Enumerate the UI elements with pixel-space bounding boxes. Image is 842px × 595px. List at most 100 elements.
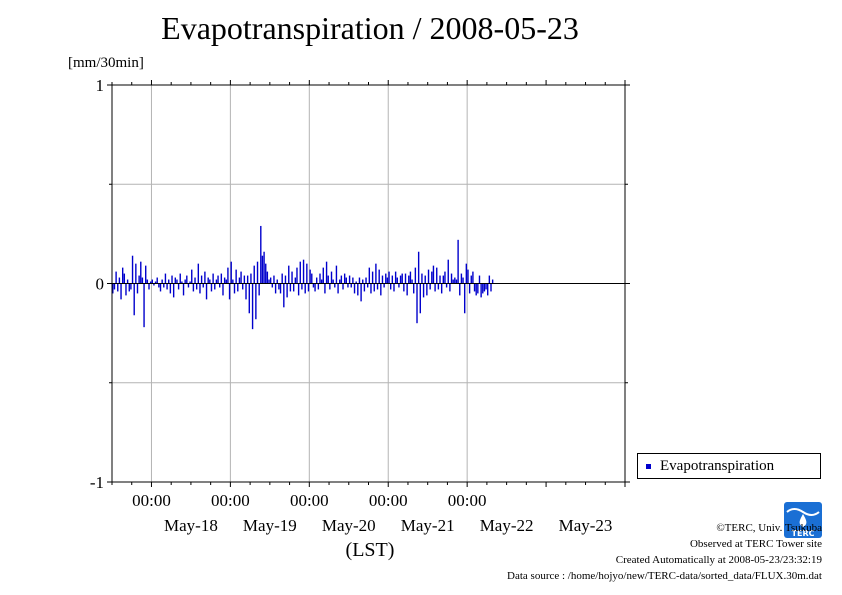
bar [141,277,144,284]
bar [442,275,445,284]
bar [342,283,344,290]
bar [398,283,400,288]
bar [362,279,364,284]
created-text: Created Automatically at 2008-05-23/23:3… [615,554,822,566]
bar [186,275,188,284]
bar [491,279,494,284]
bar [136,283,139,294]
bar [177,283,180,290]
bar [390,283,392,290]
bar [429,283,431,290]
bar [205,283,208,300]
bar [330,271,333,284]
bar [168,279,170,284]
chart-title: Evapotranspiration / 2008-05-23 [161,10,579,46]
bar [151,279,153,284]
bar [386,277,389,284]
bar [159,283,162,292]
bar [197,263,200,284]
bar [399,275,402,284]
bar [345,277,347,284]
bar [317,283,320,290]
bar [355,281,357,284]
bar [289,283,292,292]
bar [309,269,311,284]
bar [468,283,471,294]
y-tick-label: 1 [96,76,105,95]
bar [189,281,191,284]
bar [431,271,433,284]
bar [176,279,178,284]
bar [437,283,440,290]
bar [439,275,441,284]
bar [444,271,446,284]
bar [163,283,165,288]
bar [284,275,287,284]
bar [260,225,262,284]
bar [320,279,323,284]
bar [432,265,435,284]
bar [462,277,464,284]
bar [380,283,382,296]
bar [406,283,408,296]
bar [340,275,343,284]
bar [445,283,448,288]
bar [215,279,218,284]
bar [408,275,410,284]
bar [214,283,216,290]
bar [255,283,257,320]
bar [192,283,195,292]
bar [123,273,126,284]
bar [117,283,119,292]
bar [347,283,349,288]
bar [219,283,221,288]
legend-swatch [646,464,651,469]
bar [228,283,231,300]
legend: Evapotranspiration [637,453,821,479]
bar [478,275,481,284]
bar [460,273,463,284]
bar [112,283,114,294]
bar [297,283,300,296]
bar [256,261,259,284]
bar [334,283,336,288]
bar [307,283,310,292]
bar [140,261,142,284]
day-label: May-23 [559,516,613,535]
x-tick-labels: 00:00 00:00 00:00 00:00 00:00 [132,491,486,510]
bar [202,283,204,288]
bar [266,271,269,284]
logo-text: TERC [792,529,815,538]
x-tick-label: 00:00 [448,491,487,510]
bar [273,275,275,284]
copyright-text: ©TERC, Univ. Tsukuba [716,522,822,534]
bar [153,283,155,286]
bar [482,283,484,294]
bar [283,283,285,308]
bar [172,283,175,298]
bar [276,279,278,284]
y-axis-unit-label: [mm/30min] [68,55,144,71]
bar [125,283,127,296]
axis-ticks [107,80,630,487]
bar [396,277,398,284]
bar [291,271,293,284]
bar [223,277,226,284]
bar [327,275,329,284]
bar [373,283,375,292]
bar [248,283,250,314]
bar [210,283,213,292]
bar [195,283,198,290]
bar [449,283,451,292]
bar [337,283,339,294]
bar [261,255,264,284]
bar [391,275,394,284]
bar [212,273,214,284]
bar [454,277,456,284]
bar [475,283,477,296]
bar [314,283,316,292]
bar [426,283,428,296]
bar [306,263,308,284]
bar [312,283,315,288]
